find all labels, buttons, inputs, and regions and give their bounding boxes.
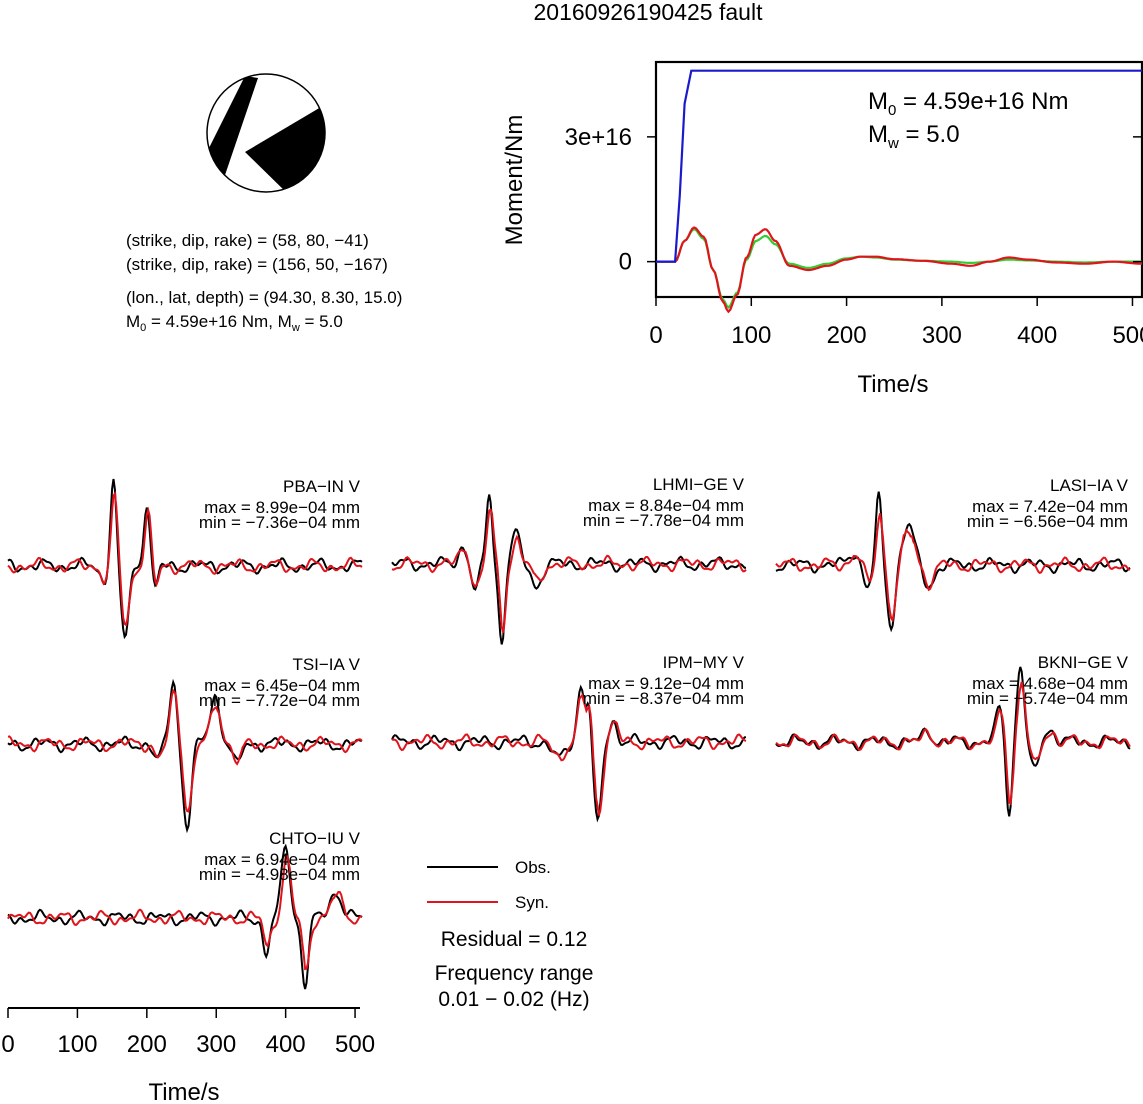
moment-magnitude-line: M0 = 4.59e+16 Nm, Mw = 5.0 xyxy=(126,312,343,334)
waveform-xtick-label: 500 xyxy=(335,1031,375,1058)
waveform-xtick-label: 300 xyxy=(196,1031,236,1058)
station-min: min = −4.98e−04 mm xyxy=(199,865,360,884)
moment-axis-ticks: 0 100 200 300 400 500 0 3e+16 xyxy=(565,124,1143,349)
waveform-time-axis: Time/s 0 100 200 300 400 500 xyxy=(1,1007,375,1104)
nodal-plane-2: (strike, dip, rake) = (156, 50, −167) xyxy=(126,255,388,274)
moment-ylabel: Moment/Nm xyxy=(501,115,528,246)
moment-xtick-label: 500 xyxy=(1112,322,1143,349)
frequency-range-label: Frequency range xyxy=(435,962,594,985)
moment-rate-green-line xyxy=(656,227,1142,309)
frequency-range-value: 0.01 − 0.02 (Hz) xyxy=(438,988,589,1011)
waveform-legend: Obs. Syn. xyxy=(427,858,551,912)
legend-obs-label: Obs. xyxy=(515,858,551,877)
moment-mw-label: Mw = 5.0 xyxy=(868,121,960,152)
beachball xyxy=(206,73,326,193)
synthetic-waveform xyxy=(391,508,747,633)
station-max: max = 9.12e−04 mm xyxy=(588,674,744,693)
station-name: CHTO−IU V xyxy=(269,829,361,848)
synthetic-waveform xyxy=(775,681,1131,806)
synthetic-waveform xyxy=(775,513,1131,623)
moment-xtick-label: 200 xyxy=(827,322,867,349)
moment-xtick-label: 0 xyxy=(649,322,662,349)
station-max: max = 6.94e−04 mm xyxy=(204,850,360,869)
station-name: LASI−IA V xyxy=(1050,476,1129,495)
station-name: PBA−IN V xyxy=(283,477,361,496)
waveform-xtick-label: 400 xyxy=(266,1031,306,1058)
figure-title: 20160926190425 fault xyxy=(534,0,764,25)
moment-curves xyxy=(656,69,1142,314)
synthetic-waveform xyxy=(7,490,363,627)
waveform-xtick-label: 0 xyxy=(1,1031,14,1058)
moment-xlabel: Time/s xyxy=(857,371,928,398)
legend-syn-label: Syn. xyxy=(515,893,549,912)
synthetic-waveform xyxy=(7,855,363,971)
station-max: max = 8.84e−04 mm xyxy=(588,496,744,515)
station-name: TSI−IA V xyxy=(292,655,360,674)
moment-rate-red-line xyxy=(656,226,1142,314)
synthetic-waveform xyxy=(7,688,363,813)
moment-ytick-label: 0 xyxy=(619,249,632,276)
nodal-plane-1: (strike, dip, rake) = (58, 80, −41) xyxy=(126,231,369,250)
station-min: min = −5.74e−04 mm xyxy=(967,689,1128,708)
moment-m0-label: M0 = 4.59e+16 Nm xyxy=(868,88,1068,119)
station-name: IPM−MY V xyxy=(663,653,745,672)
station-max: max = 4.68e−04 mm xyxy=(972,674,1128,693)
moment-function-panel: 010020030040050003e+16 Moment/Nm Time/s … xyxy=(501,60,1143,398)
station-max: max = 8.99e−04 mm xyxy=(204,498,360,517)
beachball-outline xyxy=(206,73,326,193)
moment-xtick-label: 300 xyxy=(922,322,962,349)
source-parameters: (strike, dip, rake) = (58, 80, −41) (str… xyxy=(126,231,402,334)
cumulative-moment-line xyxy=(656,69,1142,263)
station-min: min = −7.72e−04 mm xyxy=(199,691,360,710)
moment-ytick-label: 3e+16 xyxy=(565,124,632,151)
station-max: max = 7.42e−04 mm xyxy=(972,497,1128,516)
station-min: min = −8.37e−04 mm xyxy=(583,689,744,708)
beachball-compressional-quadrant-1 xyxy=(208,76,258,178)
station-min: min = −7.78e−04 mm xyxy=(583,511,744,530)
waveform-xlabel: Time/s xyxy=(148,1079,219,1104)
station-max: max = 6.45e−04 mm xyxy=(204,676,360,695)
moment-xtick-label: 100 xyxy=(731,322,771,349)
station-name: LHMI−GE V xyxy=(653,475,745,494)
station-min: min = −7.36e−04 mm xyxy=(199,513,360,532)
synthetic-waveform xyxy=(391,693,747,816)
waveform-xtick-label: 100 xyxy=(57,1031,97,1058)
station-name: BKNI−GE V xyxy=(1038,653,1129,672)
station-min: min = −6.56e−04 mm xyxy=(967,512,1128,531)
moment-plot-frame xyxy=(654,60,1143,299)
moment-xtick-label: 400 xyxy=(1017,322,1057,349)
waveform-xtick-label: 200 xyxy=(127,1031,167,1058)
residual-label: Residual = 0.12 xyxy=(441,928,588,951)
hypocenter-location: (lon., lat, depth) = (94.30, 8.30, 15.0) xyxy=(126,288,402,307)
